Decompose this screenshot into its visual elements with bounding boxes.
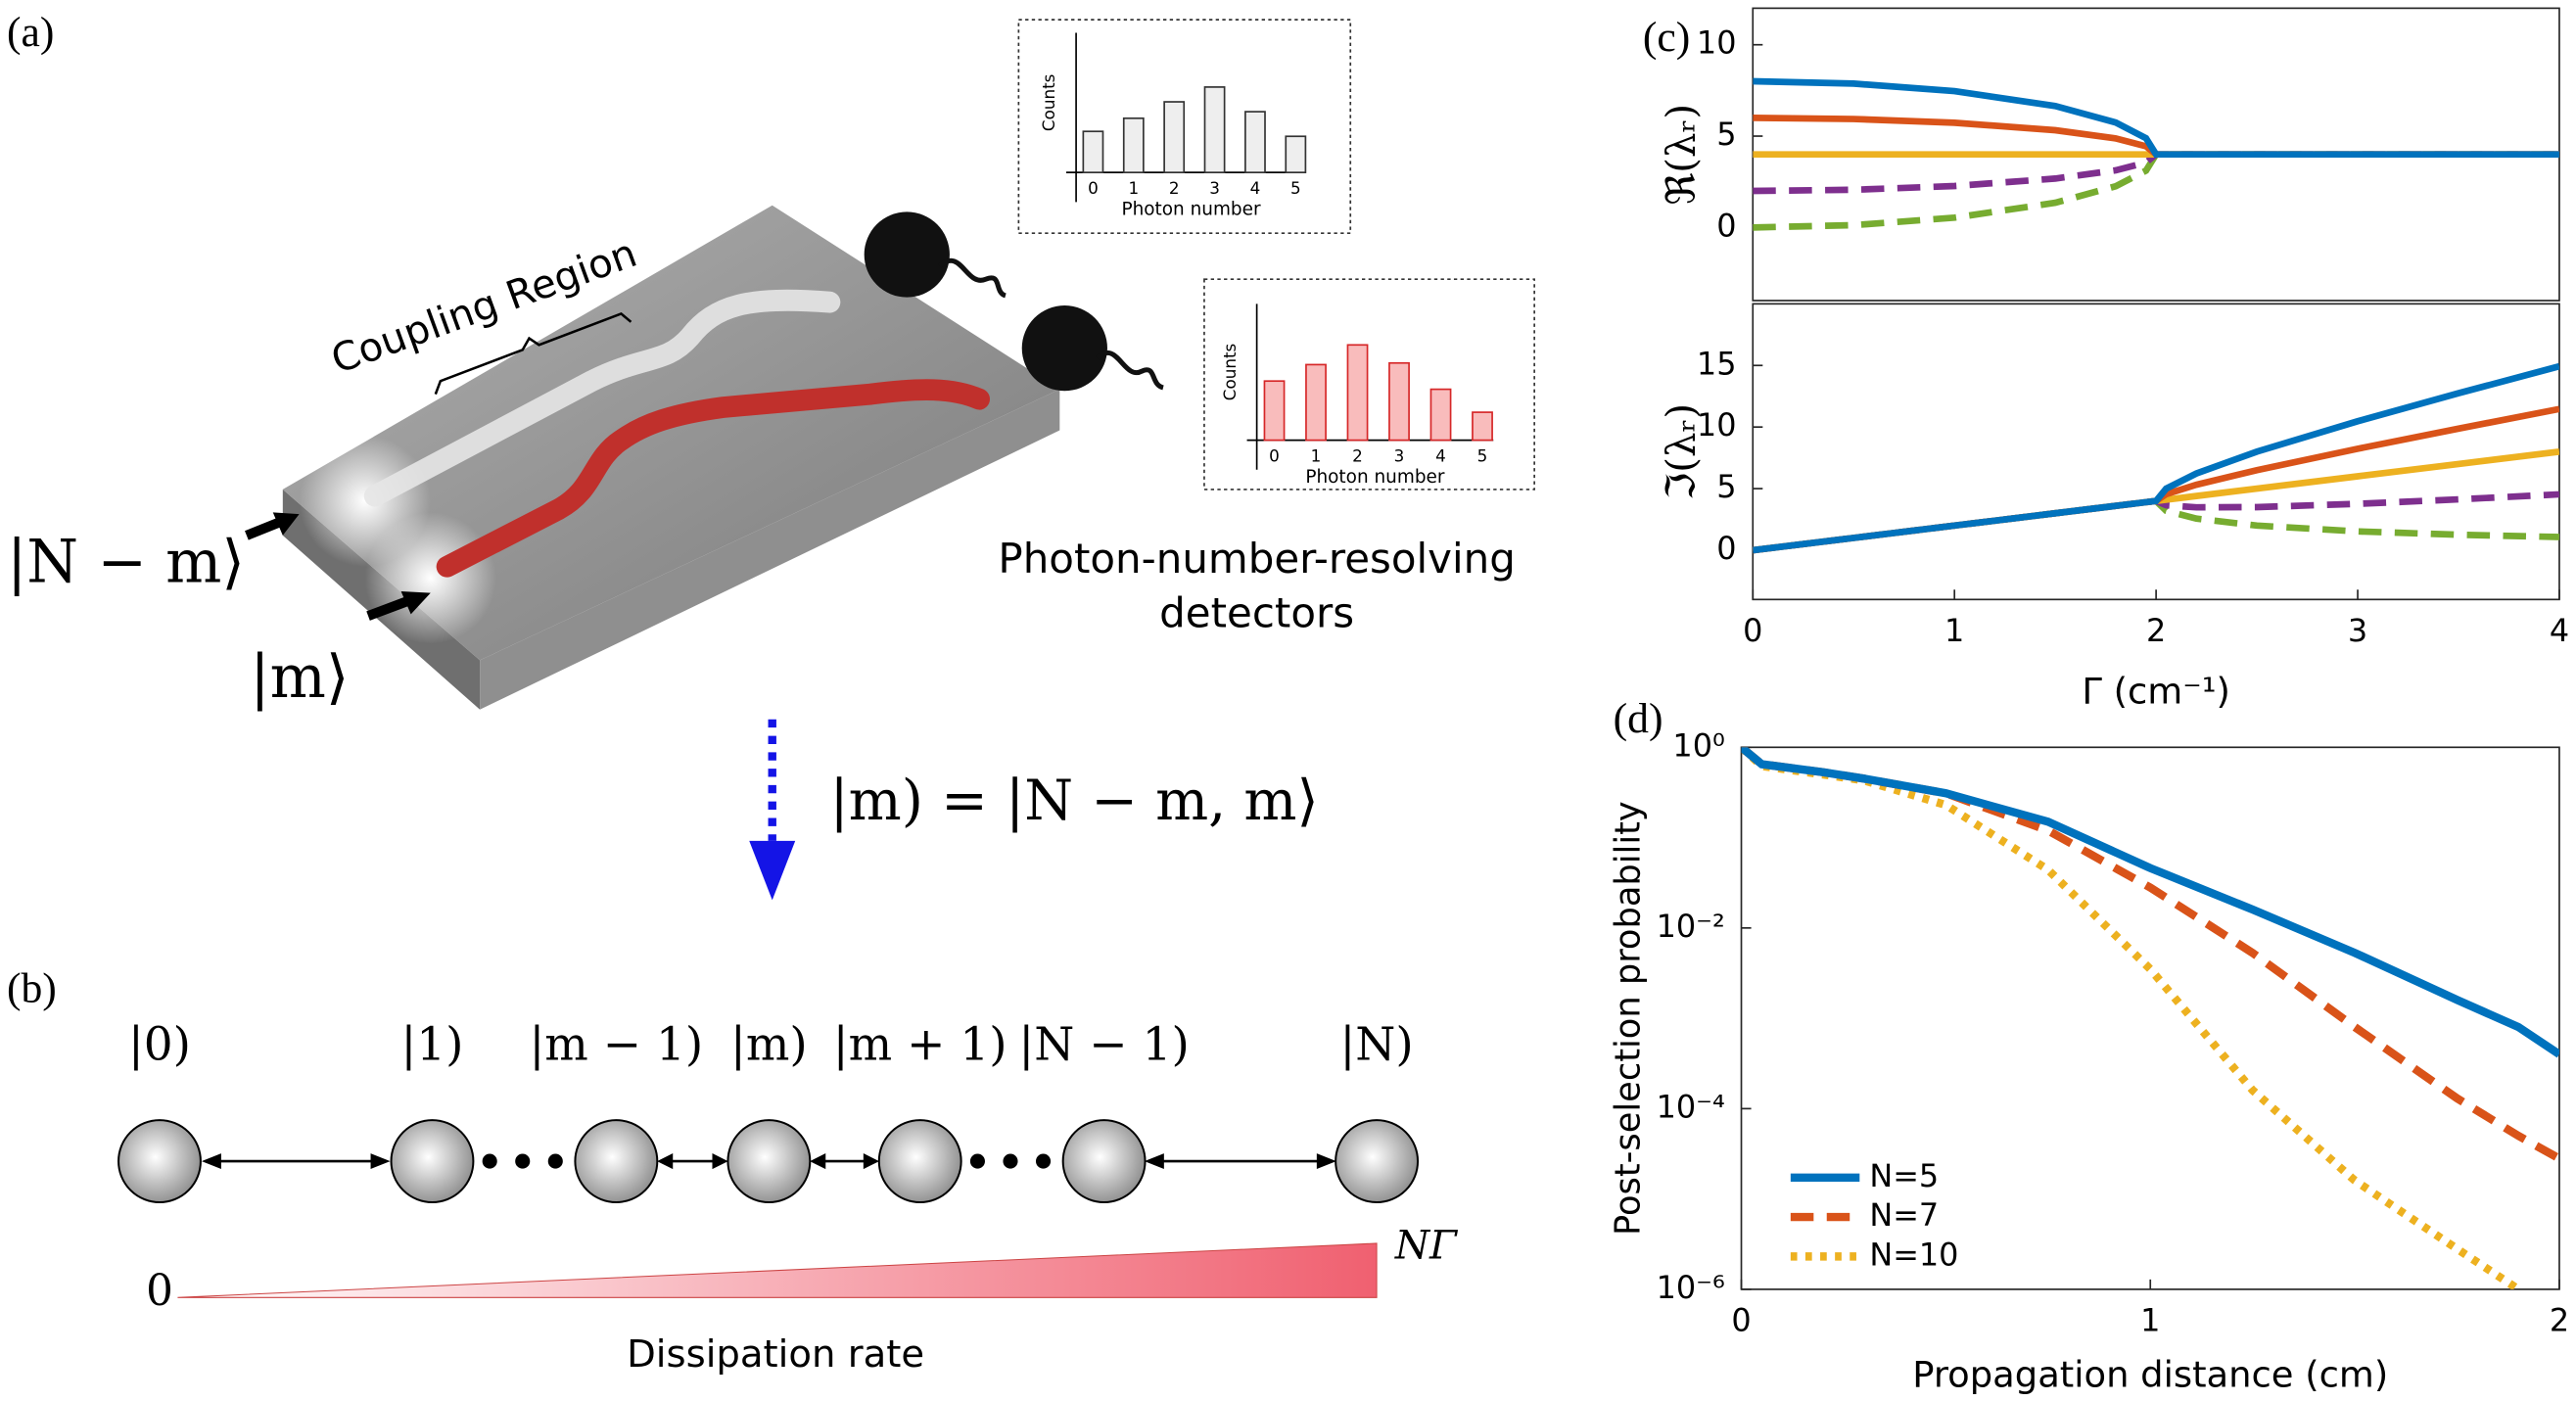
site [390,1119,475,1204]
input-state: |m⟩ [250,643,349,712]
bar [1346,344,1369,442]
y-tick-label: 10 [1697,24,1737,62]
bar [1163,101,1186,173]
series-line [1741,747,2559,1058]
site [1061,1119,1147,1204]
legend-label: N=10 [1869,1236,1958,1273]
ramp-label: Dissipation rate [627,1332,924,1377]
x-tick-label: 0 [1731,1301,1751,1338]
series-line [1753,405,2559,554]
x-tick-label: 5 [1477,445,1488,465]
state-label: |m + 1) [833,1017,1007,1071]
x-tick-label: 2 [2550,1301,2569,1338]
series-line [1741,747,2559,1163]
x-axis-label: Propagation distance (cm) [1912,1353,2388,1395]
plot-frame [1740,746,2560,1290]
x-tick-label: 2 [1352,445,1363,465]
site [117,1119,202,1204]
input-state: |N − m⟩ [7,528,245,596]
y-tick-label: 5 [1716,468,1736,505]
bar [1263,380,1286,442]
ramp-start: 0 [146,1267,173,1316]
y-axis-label: Post-selection probability [1608,801,1648,1236]
state-label: |1) [400,1017,463,1071]
x-tick-label: 4 [1250,178,1261,198]
site [726,1119,812,1204]
mapping: |m) = |N − m, m⟩ [829,769,1318,833]
bar [1122,117,1145,173]
x-tick-label: 5 [1290,178,1301,198]
x-axis-label: Photon number [1305,467,1445,488]
site [574,1119,659,1204]
plot-frame [1752,303,2560,601]
y-tick-label: 10⁰ [1672,726,1724,764]
x-tick-label: 1 [1128,178,1139,198]
x-axis-label: Photon number [1121,200,1261,220]
panel-label: (a) [7,9,54,56]
detector-label: Photon-number-resolving [998,535,1515,583]
state-label: |m) [730,1017,808,1071]
bar [1472,411,1493,442]
x-tick-label: 3 [1394,445,1405,465]
bar [1244,111,1266,173]
y-axis-label: Counts [1220,344,1240,401]
x-tick-label: 3 [2348,612,2367,649]
detector-label: detectors [1159,589,1354,637]
state-label: |0) [128,1017,191,1071]
y-tick-label: 10⁻² [1657,908,1725,945]
y-tick-label: 0 [1716,530,1736,567]
bar [1388,361,1410,442]
y-tick-label: 0 [1716,207,1736,244]
x-tick-label: 0 [1088,178,1099,198]
site [1335,1119,1420,1204]
y-tick-label: 10⁻⁶ [1657,1269,1725,1306]
x-tick-label: 1 [1311,445,1322,465]
legend-label: N=5 [1869,1157,1939,1194]
series-line [1753,77,2559,159]
y-axis-label: Counts [1039,74,1058,132]
series-line [1753,362,2559,554]
y-tick-label: 10⁻⁴ [1657,1088,1725,1125]
state-label: |m − 1) [529,1017,703,1071]
bar [1305,363,1327,442]
x-tick-label: 3 [1209,178,1220,198]
bar [1429,388,1452,442]
y-axis-label: ℑ(λᵣ) [1659,403,1704,500]
y-axis-label: ℜ(λᵣ) [1659,104,1704,206]
x-tick-label: 2 [1169,178,1180,198]
histogram-frame [1017,19,1352,235]
ramp-end: NΓ [1394,1223,1459,1268]
chip [245,205,1165,710]
bar [1285,135,1307,173]
state-label: |N − 1) [1018,1017,1189,1071]
panel-label: (b) [7,964,57,1011]
site [877,1119,962,1204]
arrow-head [749,840,796,901]
x-tick-label: 1 [2140,1301,2160,1338]
x-tick-label: 1 [1944,612,1964,649]
bar [1082,130,1104,173]
chain [202,1153,1336,1170]
y-tick-label: 15 [1697,345,1737,382]
legend-label: N=7 [1869,1196,1939,1234]
dissipation-ramp [177,1242,1378,1298]
x-tick-label: 2 [2146,612,2166,649]
panel-label: (d) [1614,695,1663,742]
x-tick-label: 4 [2550,612,2569,649]
panel-label: (c) [1643,14,1690,61]
y-tick-label: 5 [1716,116,1736,153]
x-tick-label: 0 [1743,612,1762,649]
x-axis-label: Γ (cm⁻¹) [2082,670,2230,712]
histogram-frame [1203,278,1535,490]
series-line [1753,497,2559,554]
x-tick-label: 4 [1435,445,1446,465]
state-label: |N) [1339,1017,1413,1071]
bar [1203,86,1226,173]
x-tick-label: 0 [1269,445,1280,465]
y-tick-label: 10 [1697,406,1737,444]
series-line [1741,747,2521,1289]
